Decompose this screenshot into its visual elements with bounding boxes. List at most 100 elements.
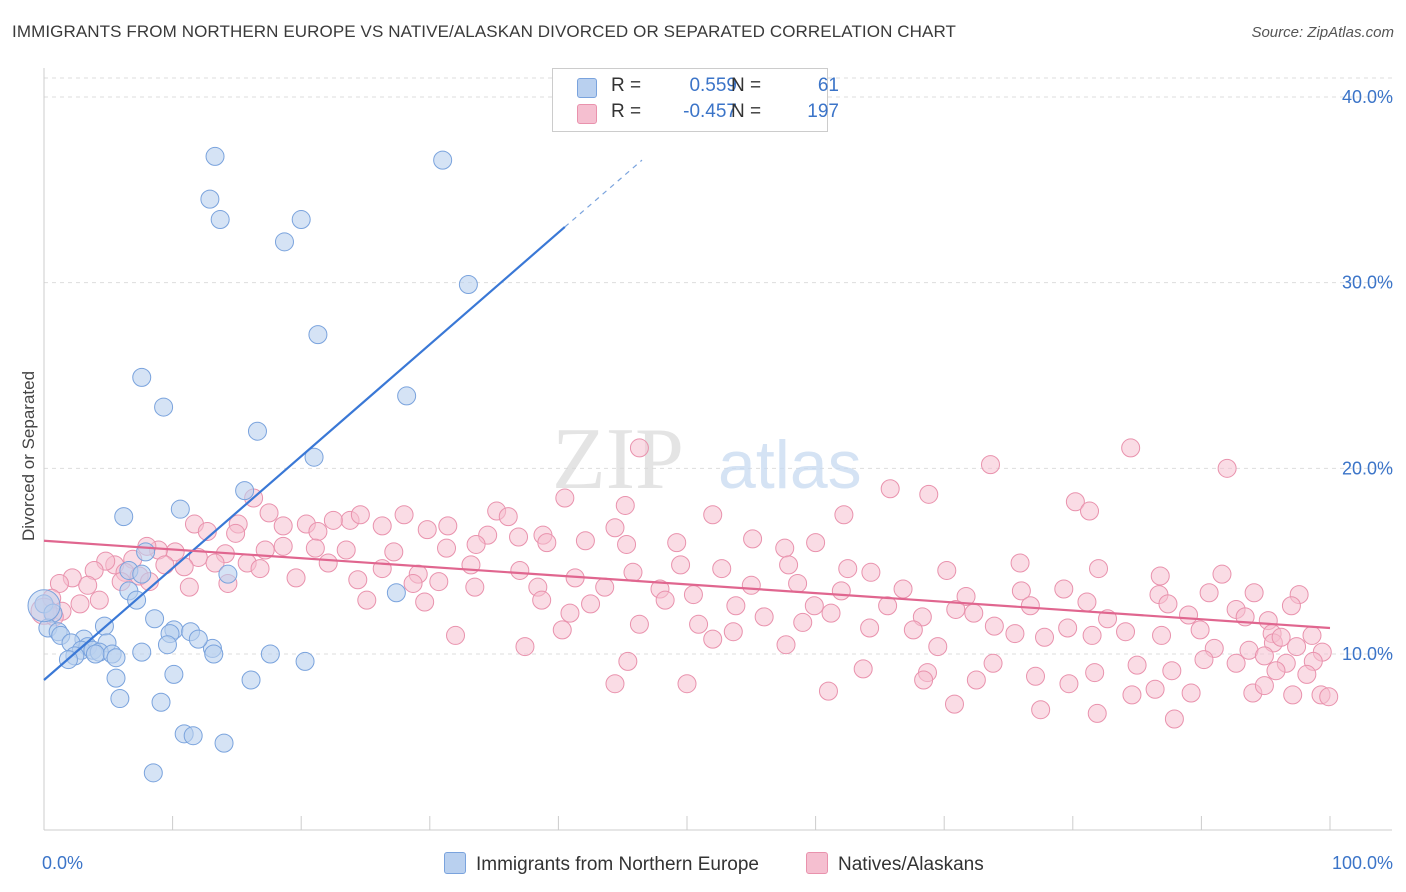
data-point-natives: [1116, 622, 1136, 642]
data-point-natives: [1059, 674, 1079, 694]
data-point-natives: [804, 596, 824, 616]
data-point-natives: [286, 568, 306, 588]
data-point-natives: [1319, 687, 1339, 707]
data-point-natives: [793, 612, 813, 632]
data-point-immigrants: [85, 644, 105, 664]
data-point-natives: [617, 534, 637, 554]
trend-line-natives: [43, 539, 1331, 630]
data-point-natives: [860, 618, 880, 638]
data-point-natives: [179, 577, 199, 597]
data-point-natives: [78, 575, 98, 595]
data-point-natives: [928, 637, 948, 657]
data-point-immigrants: [170, 499, 190, 519]
data-point-natives: [1266, 661, 1286, 681]
data-point-natives: [861, 562, 881, 582]
data-point-natives: [1271, 627, 1291, 647]
data-point-natives: [1287, 637, 1307, 657]
data-point-natives: [465, 577, 485, 597]
n-value: 197: [807, 101, 839, 122]
data-point-immigrants: [154, 397, 174, 417]
data-point-natives: [415, 592, 435, 612]
data-point-natives: [726, 596, 746, 616]
data-point-natives: [446, 625, 466, 645]
data-point-natives: [1217, 458, 1237, 478]
data-point-natives: [1031, 700, 1051, 720]
data-point-natives: [174, 557, 194, 577]
data-point-natives: [1026, 666, 1046, 686]
data-point-natives: [188, 547, 208, 567]
data-point-natives: [49, 573, 69, 593]
r-label: R =: [611, 75, 642, 96]
data-point-natives: [964, 603, 984, 623]
data-point-natives: [605, 518, 625, 538]
trend-line-immigrants: [43, 226, 566, 681]
data-point-natives: [1020, 596, 1040, 616]
data-point-natives: [1162, 661, 1182, 681]
data-point-natives: [671, 555, 691, 575]
data-point-immigrants: [157, 635, 177, 655]
legend-item-natives[interactable]: Natives/Alaskans: [806, 852, 984, 876]
data-point-immigrants: [132, 367, 152, 387]
data-point-natives: [560, 603, 580, 623]
data-point-natives: [348, 570, 368, 590]
chart-title: IMMIGRANTS FROM NORTHERN EUROPE VS NATIV…: [12, 22, 957, 41]
data-point-immigrants: [274, 232, 294, 252]
data-point-natives: [1085, 663, 1105, 683]
data-point-natives: [1127, 655, 1147, 675]
legend-swatch-blue: [577, 78, 597, 98]
data-point-immigrants: [260, 644, 280, 664]
axes: [43, 68, 1392, 831]
data-point-immigrants: [210, 210, 230, 230]
data-point-immigrants: [295, 651, 315, 671]
data-point-natives: [946, 599, 966, 619]
data-point-natives: [70, 594, 90, 614]
data-point-immigrants: [214, 733, 234, 753]
data-point-immigrants: [241, 670, 261, 690]
data-point-natives: [372, 516, 392, 536]
trend-line-immigrants-extension: [564, 159, 643, 228]
data-point-natives: [1054, 579, 1074, 599]
data-point-immigrants: [132, 642, 152, 662]
data-point-natives: [357, 590, 377, 610]
data-point-natives: [818, 681, 838, 701]
data-point-immigrants: [183, 726, 203, 746]
tick-labels: 10.0% 20.0% 30.0% 40.0% 0.0% 100.0%: [42, 87, 1393, 873]
data-point-natives: [394, 505, 414, 525]
data-point-natives: [273, 536, 293, 556]
data-point-natives: [880, 479, 900, 499]
data-point-natives: [1058, 618, 1078, 638]
data-point-natives: [1087, 703, 1107, 723]
data-point-natives: [703, 629, 723, 649]
data-point-natives: [1089, 559, 1109, 579]
data-point-immigrants: [114, 507, 134, 527]
r-value: 0.559: [689, 75, 737, 96]
legend-item-immigrants[interactable]: Immigrants from Northern Europe: [444, 852, 759, 876]
x-tick-label: 100.0%: [1332, 853, 1393, 873]
data-point-immigrants: [151, 692, 171, 712]
data-point-natives: [775, 538, 795, 558]
data-point-immigrants: [291, 210, 311, 230]
data-point-natives: [914, 670, 934, 690]
data-point-natives: [623, 562, 643, 582]
data-point-natives: [806, 533, 826, 553]
data-point-natives: [677, 674, 697, 694]
data-point-natives: [776, 635, 796, 655]
data-point-natives: [629, 614, 649, 634]
legend-label: Natives/Alaskans: [838, 854, 984, 875]
data-point-immigrants: [204, 644, 224, 664]
data-point-immigrants: [200, 189, 220, 209]
data-point-natives: [1254, 676, 1274, 696]
data-point-natives: [615, 495, 635, 515]
n-label: N =: [731, 75, 762, 96]
data-point-immigrants: [188, 629, 208, 649]
data-point-natives: [1212, 564, 1232, 584]
data-point-immigrants: [145, 609, 165, 629]
chart-source: Source: ZipAtlas.com: [1251, 24, 1394, 41]
data-point-natives: [1297, 664, 1317, 684]
series-immigrants-points: [27, 146, 478, 783]
data-point-immigrants: [247, 421, 267, 441]
data-point-natives: [1065, 492, 1085, 512]
data-point-natives: [1152, 625, 1172, 645]
data-point-natives: [1164, 709, 1184, 729]
data-point-natives: [595, 577, 615, 597]
